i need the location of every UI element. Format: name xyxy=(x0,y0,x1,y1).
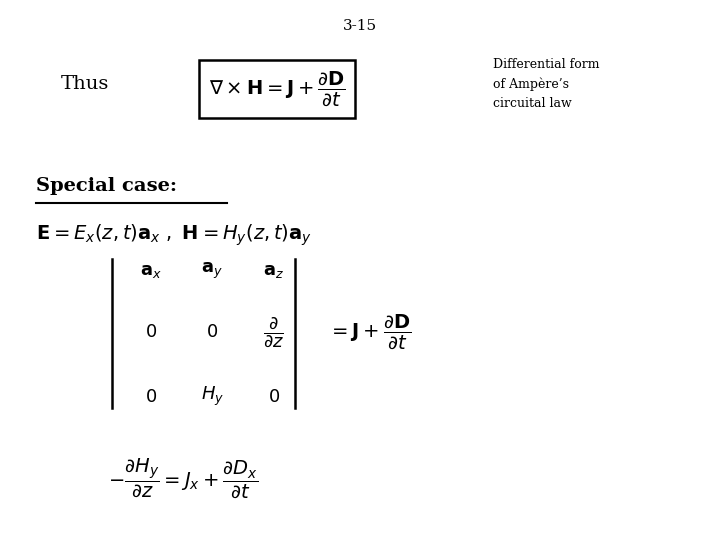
Text: $\mathbf{a}_x$: $\mathbf{a}_x$ xyxy=(140,262,162,280)
Text: $\dfrac{\partial}{\partial z}$: $\dfrac{\partial}{\partial z}$ xyxy=(263,315,284,349)
Text: 3-15: 3-15 xyxy=(343,19,377,33)
Text: Special case:: Special case: xyxy=(36,177,177,195)
Text: $H_y$: $H_y$ xyxy=(201,386,224,408)
Text: $= \mathbf{J} + \dfrac{\partial \mathbf{D}}{\partial t}$: $= \mathbf{J} + \dfrac{\partial \mathbf{… xyxy=(328,313,411,352)
Text: $0$: $0$ xyxy=(207,323,218,341)
Text: Differential form
of Ampère’s
circuital law: Differential form of Ampère’s circuital … xyxy=(493,58,600,110)
Text: $0$: $0$ xyxy=(268,388,279,406)
Text: $0$: $0$ xyxy=(145,323,157,341)
Text: $\nabla \times \mathbf{H} = \mathbf{J} + \dfrac{\partial \mathbf{D}}{\partial t}: $\nabla \times \mathbf{H} = \mathbf{J} +… xyxy=(209,70,346,109)
Text: $\mathbf{a}_y$: $\mathbf{a}_y$ xyxy=(202,261,223,281)
Text: Thus: Thus xyxy=(61,75,109,93)
Text: $\mathbf{E} = E_x(z,t)\mathbf{a}_x \ , \ \mathbf{H} = H_y(z,t)\mathbf{a}_y$: $\mathbf{E} = E_x(z,t)\mathbf{a}_x \ , \… xyxy=(36,222,312,248)
Text: $\mathbf{a}_z$: $\mathbf{a}_z$ xyxy=(263,262,284,280)
Text: $0$: $0$ xyxy=(145,388,157,406)
Text: $-\dfrac{\partial H_y}{\partial z} = J_x + \dfrac{\partial D_x}{\partial t}$: $-\dfrac{\partial H_y}{\partial z} = J_x… xyxy=(108,456,258,500)
